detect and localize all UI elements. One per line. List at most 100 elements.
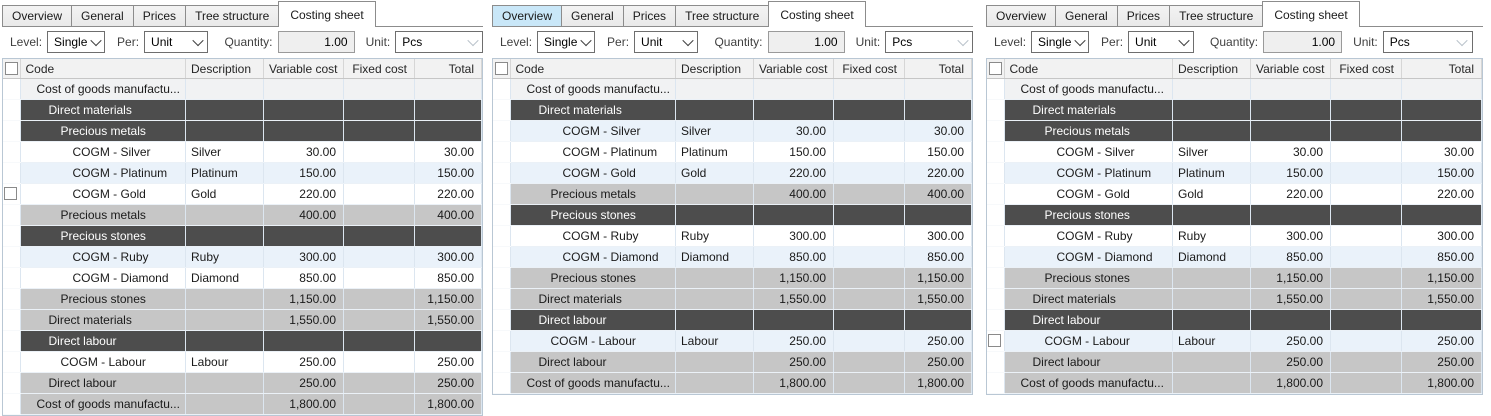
tab-general[interactable]: General: [561, 5, 624, 27]
quantity-input[interactable]: 1.00: [1263, 31, 1343, 53]
table-row[interactable]: COGM - Labour Labour 250.00 250.00: [493, 330, 972, 352]
cell-code: Precious stones: [20, 225, 186, 247]
cell-code: Cost of goods manufactu...: [1004, 372, 1173, 394]
table-row[interactable]: COGM - Platinum Platinum 150.00 150.00: [493, 141, 972, 163]
table-row[interactable]: COGM - Diamond Diamond 850.00 850.00: [3, 267, 482, 289]
unit-combobox[interactable]: Pcs: [885, 31, 974, 53]
table-row[interactable]: Direct labour: [987, 309, 1482, 331]
table-row[interactable]: Direct materials: [987, 99, 1482, 121]
select-all-checkbox[interactable]: [5, 62, 18, 75]
table-row[interactable]: Direct labour 250.00 250.00: [987, 351, 1482, 373]
table-row[interactable]: Precious stones 1,150.00 1,150.00: [493, 267, 972, 289]
table-row[interactable]: Direct materials 1,550.00 1,550.00: [493, 288, 972, 310]
quantity-input[interactable]: 1.00: [767, 31, 845, 53]
table-row[interactable]: COGM - Ruby Ruby 300.00 300.00: [987, 225, 1482, 247]
table-row[interactable]: COGM - Platinum Platinum 150.00 150.00: [987, 162, 1482, 184]
tab-costing-sheet[interactable]: Costing sheet: [278, 1, 376, 27]
table-row[interactable]: Precious stones: [3, 225, 482, 247]
table-row[interactable]: COGM - Silver Silver 30.00 30.00: [3, 141, 482, 163]
column-header-description[interactable]: Description: [1172, 59, 1251, 79]
column-header-description[interactable]: Description: [185, 59, 264, 79]
table-row[interactable]: Direct labour: [3, 330, 482, 352]
tab-overview[interactable]: Overview: [2, 5, 73, 27]
table-row[interactable]: Direct labour 250.00 250.00: [493, 351, 972, 373]
unit-combobox[interactable]: Pcs: [395, 31, 484, 53]
column-header-code[interactable]: Code: [20, 59, 186, 79]
column-header-total[interactable]: Total: [904, 59, 972, 79]
cell-code: Direct materials: [1004, 288, 1173, 310]
tab-tree-structure[interactable]: Tree structure: [1169, 5, 1264, 27]
costing-panel-1: Overview General Prices Tree structure C…: [2, 0, 484, 416]
column-header-code[interactable]: Code: [510, 59, 676, 79]
table-row[interactable]: Cost of goods manufactu... 1,800.00 1,800.…: [987, 372, 1482, 394]
table-row[interactable]: Direct materials: [3, 99, 482, 121]
tab-prices[interactable]: Prices: [622, 5, 677, 27]
column-header-fixed-cost[interactable]: Fixed cost: [343, 59, 415, 79]
table-row[interactable]: Precious metals: [3, 120, 482, 142]
quantity-input[interactable]: 1.00: [277, 31, 355, 53]
cell-description: Ruby: [1172, 225, 1251, 247]
table-row[interactable]: COGM - Gold Gold 220.00 220.00: [3, 183, 482, 205]
table-row[interactable]: Direct materials 1,550.00 1,550.00: [987, 288, 1482, 310]
per-combobox[interactable]: Unit: [634, 31, 699, 53]
cell-variable-cost: 1,550.00: [1250, 288, 1331, 310]
table-row[interactable]: Cost of goods manufactu...: [987, 78, 1482, 100]
level-combobox[interactable]: Single: [47, 31, 106, 53]
table-row[interactable]: COGM - Silver Silver 30.00 30.00: [987, 141, 1482, 163]
table-row[interactable]: Direct labour: [493, 309, 972, 331]
table-row[interactable]: COGM - Silver Silver 30.00 30.00: [493, 120, 972, 142]
table-row[interactable]: Cost of goods manufactu...: [493, 78, 972, 100]
table-row[interactable]: COGM - Ruby Ruby 300.00 300.00: [3, 246, 482, 268]
table-row[interactable]: Precious metals 400.00 400.00: [3, 204, 482, 226]
tab-prices[interactable]: Prices: [1116, 5, 1171, 27]
table-row[interactable]: COGM - Ruby Ruby 300.00 300.00: [493, 225, 972, 247]
table-row[interactable]: Cost of goods manufactu...: [3, 78, 482, 100]
column-header-code[interactable]: Code: [1004, 59, 1173, 79]
tab-costing-sheet[interactable]: Costing sheet: [1262, 1, 1360, 27]
select-all-checkbox[interactable]: [495, 62, 508, 75]
table-row[interactable]: Direct labour 250.00 250.00: [3, 372, 482, 394]
column-header-variable-cost[interactable]: Variable cost: [263, 59, 344, 79]
unit-combobox[interactable]: Pcs: [1382, 31, 1473, 53]
table-row[interactable]: Precious stones 1,150.00 1,150.00: [987, 267, 1482, 289]
table-row[interactable]: Precious metals 400.00 400.00: [493, 183, 972, 205]
column-header-fixed-cost[interactable]: Fixed cost: [833, 59, 905, 79]
per-combobox[interactable]: Unit: [144, 31, 209, 53]
row-checkbox[interactable]: [988, 334, 1001, 347]
column-header-fixed-cost[interactable]: Fixed cost: [1330, 59, 1402, 79]
tab-general[interactable]: General: [71, 5, 134, 27]
column-header-total[interactable]: Total: [1401, 59, 1482, 79]
per-combobox[interactable]: Unit: [1128, 31, 1195, 53]
table-row[interactable]: Precious stones: [987, 204, 1482, 226]
tab-tree-structure[interactable]: Tree structure: [185, 5, 280, 27]
tab-prices[interactable]: Prices: [132, 5, 187, 27]
table-row[interactable]: Precious stones: [493, 204, 972, 226]
column-header-total[interactable]: Total: [414, 59, 482, 79]
tab-label: General: [81, 9, 124, 23]
table-row[interactable]: COGM - Gold Gold 220.00 220.00: [493, 162, 972, 184]
table-row[interactable]: COGM - Labour Labour 250.00 250.00: [987, 330, 1482, 352]
tab-overview[interactable]: Overview: [492, 5, 563, 27]
tab-overview[interactable]: Overview: [986, 5, 1057, 27]
table-row[interactable]: COGM - Diamond Diamond 850.00 850.00: [987, 246, 1482, 268]
table-row[interactable]: COGM - Platinum Platinum 150.00 150.00: [3, 162, 482, 184]
table-row[interactable]: Cost of goods manufactu... 1,800.00 1,800.…: [3, 393, 482, 415]
column-header-variable-cost[interactable]: Variable cost: [753, 59, 834, 79]
table-row[interactable]: Direct materials: [493, 99, 972, 121]
table-row[interactable]: Direct materials 1,550.00 1,550.00: [3, 309, 482, 331]
tab-costing-sheet[interactable]: Costing sheet: [768, 1, 866, 27]
tab-general[interactable]: General: [1055, 5, 1118, 27]
column-header-variable-cost[interactable]: Variable cost: [1250, 59, 1331, 79]
tab-tree-structure[interactable]: Tree structure: [675, 5, 770, 27]
table-row[interactable]: COGM - Diamond Diamond 850.00 850.00: [493, 246, 972, 268]
table-row[interactable]: Cost of goods manufactu... 1,800.00 1,800.…: [493, 372, 972, 394]
table-row[interactable]: COGM - Labour Labour 250.00 250.00: [3, 351, 482, 373]
level-combobox[interactable]: Single: [1031, 31, 1090, 53]
column-header-description[interactable]: Description: [675, 59, 754, 79]
table-row[interactable]: Precious metals: [987, 120, 1482, 142]
select-all-checkbox[interactable]: [989, 62, 1002, 75]
row-checkbox[interactable]: [4, 187, 17, 200]
level-combobox[interactable]: Single: [537, 31, 596, 53]
table-row[interactable]: COGM - Gold Gold 220.00 220.00: [987, 183, 1482, 205]
table-row[interactable]: Precious stones 1,150.00 1,150.00: [3, 288, 482, 310]
